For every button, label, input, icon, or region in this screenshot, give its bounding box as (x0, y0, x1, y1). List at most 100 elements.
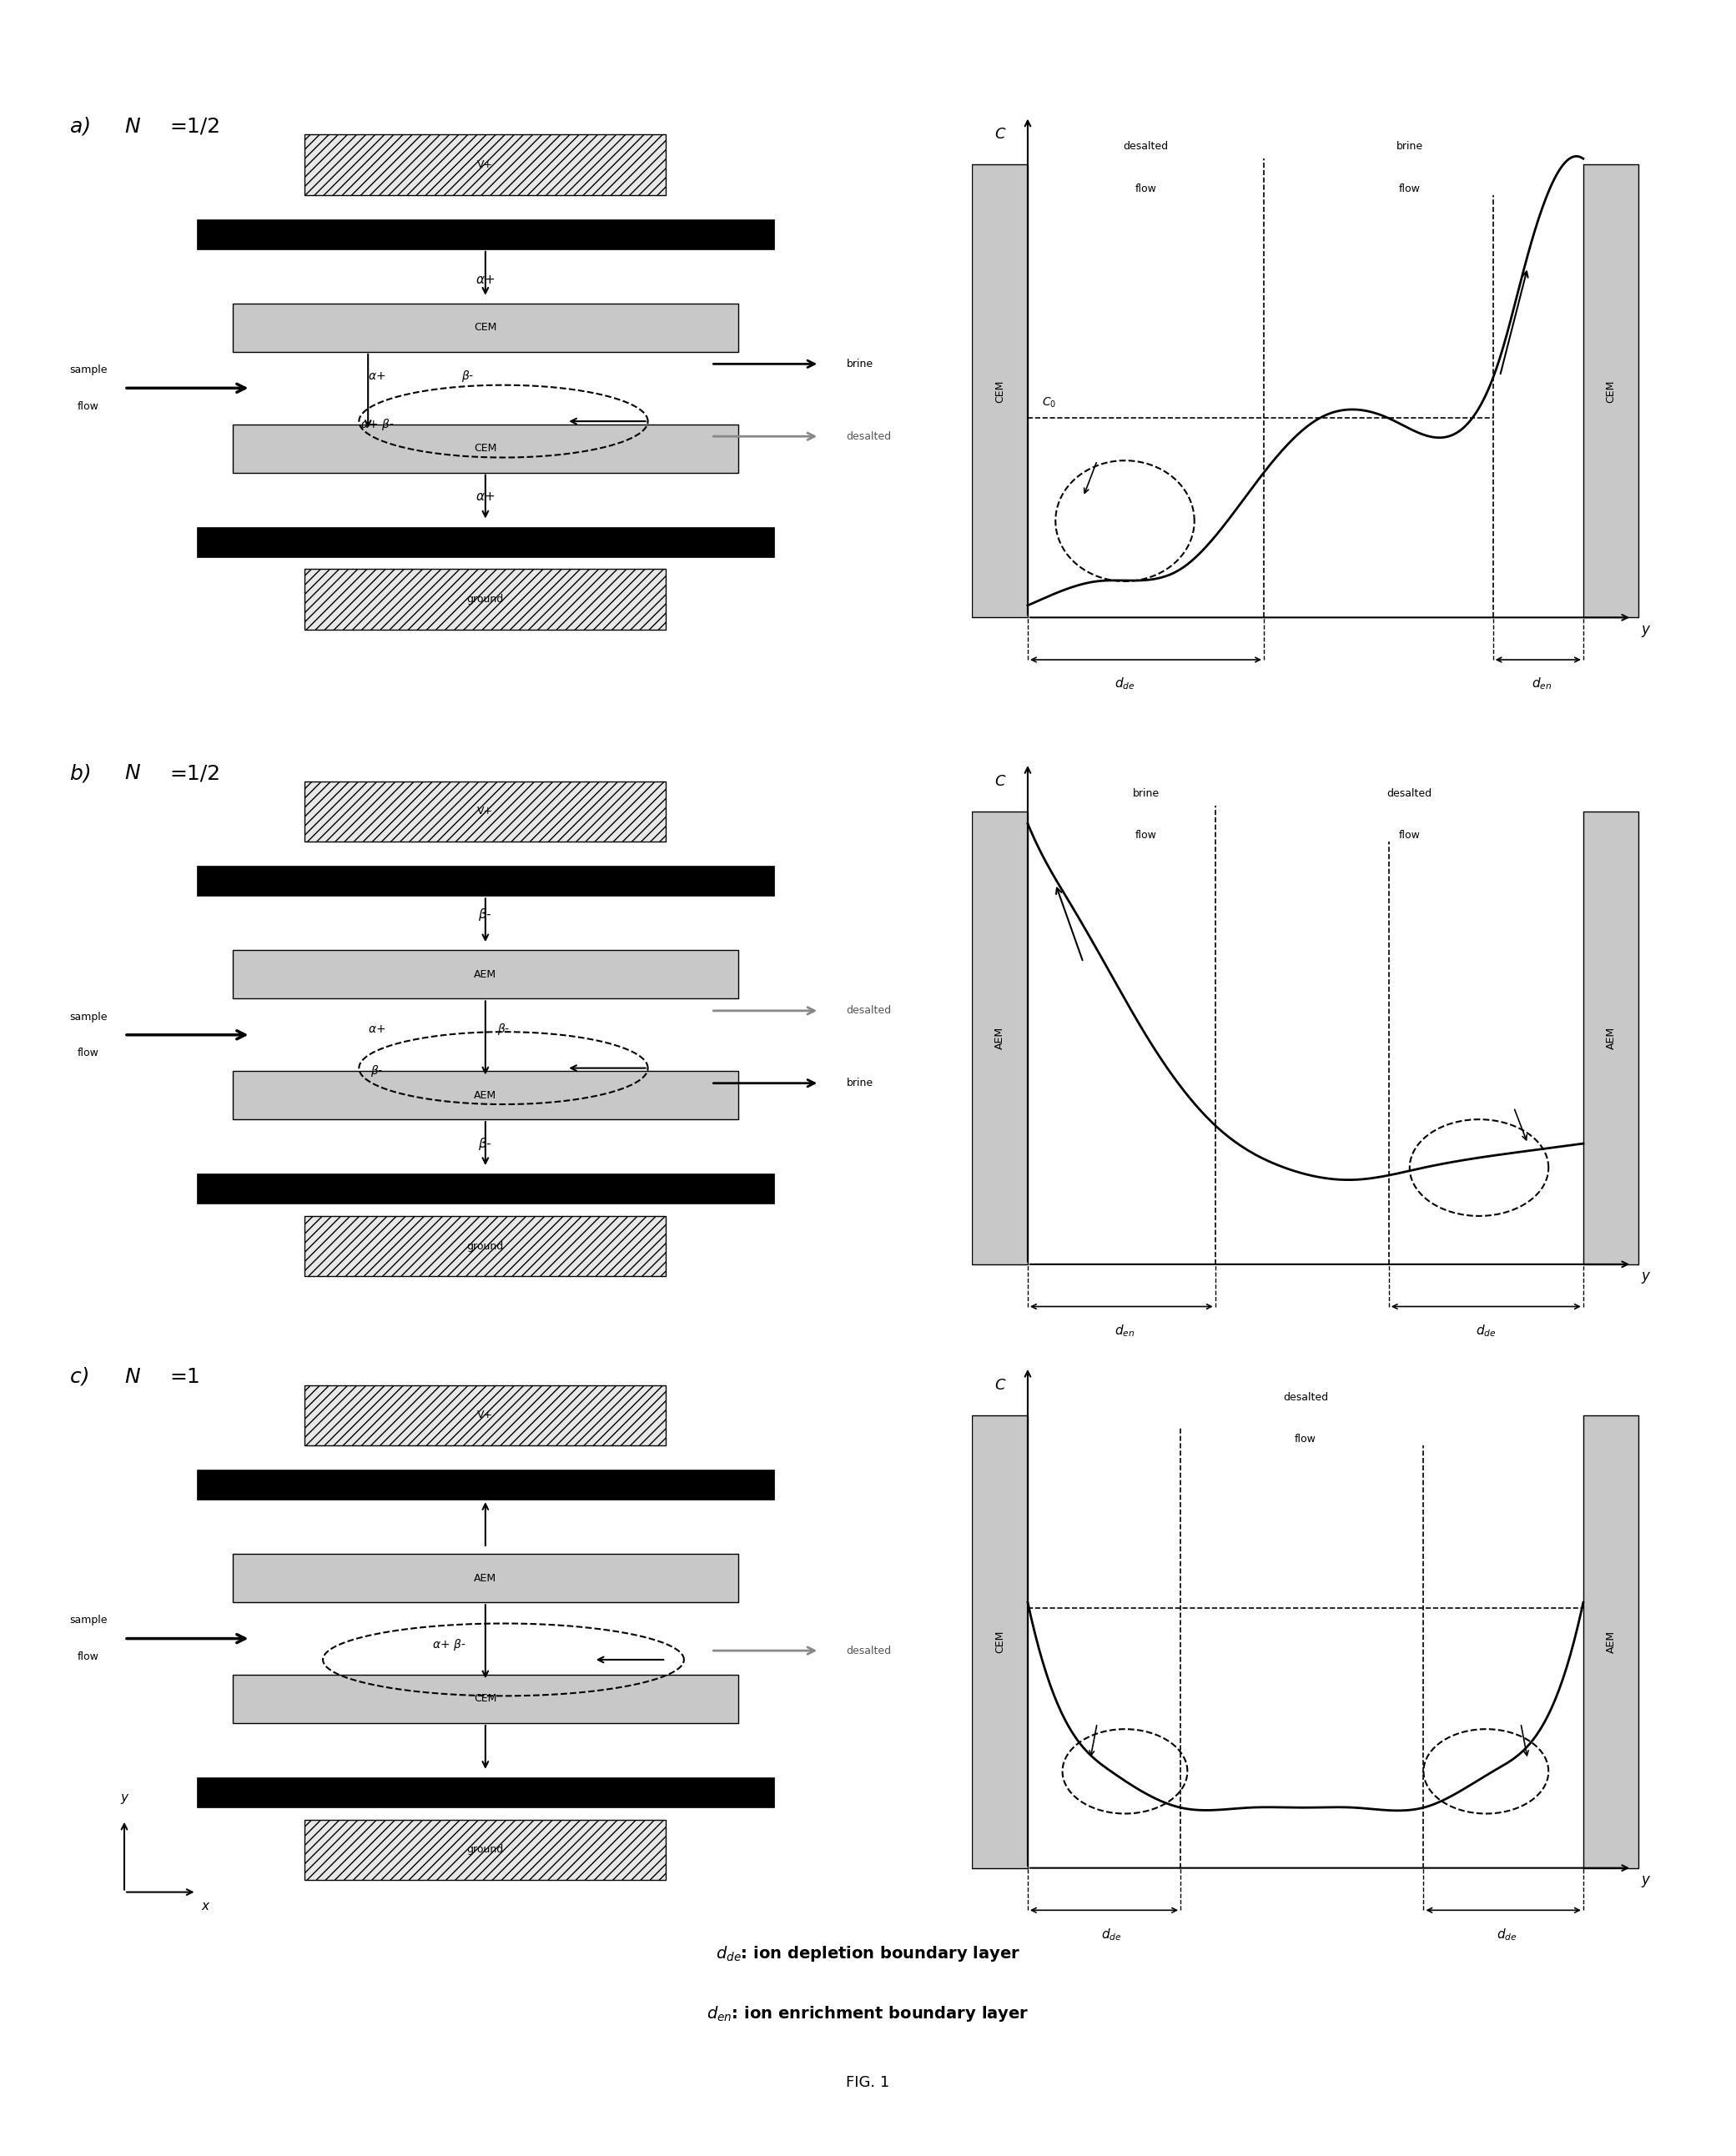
FancyBboxPatch shape (233, 425, 738, 472)
Text: N: N (125, 1367, 141, 1386)
Text: V+: V+ (477, 806, 493, 817)
Text: $\beta$-: $\beta$- (479, 906, 493, 923)
Text: $d_{de}$: $d_{de}$ (1101, 1927, 1121, 1943)
Text: ground: ground (467, 1240, 503, 1253)
Text: V+: V+ (477, 1410, 493, 1421)
Bar (196, 220, 774, 250)
FancyBboxPatch shape (233, 951, 738, 998)
Text: C: C (995, 1378, 1005, 1393)
Text: AEM: AEM (474, 1089, 496, 1102)
Bar (306, 1216, 667, 1276)
Bar (196, 1777, 774, 1807)
Text: flow: flow (78, 1048, 99, 1059)
Text: AEM: AEM (474, 968, 496, 981)
Text: $\beta$-: $\beta$- (479, 1136, 493, 1151)
Text: C: C (995, 774, 1005, 789)
Text: AEM: AEM (474, 1572, 496, 1585)
Bar (306, 569, 667, 630)
FancyBboxPatch shape (1583, 1414, 1639, 1867)
Text: c): c) (69, 1367, 97, 1386)
Text: ground: ground (467, 1843, 503, 1856)
Text: b): b) (69, 763, 99, 783)
Text: N: N (125, 116, 141, 136)
Text: x: x (201, 1899, 210, 1912)
Text: $\alpha$+ $\beta$-: $\alpha$+ $\beta$- (432, 1636, 465, 1651)
Bar (306, 1820, 667, 1880)
Bar (306, 1384, 667, 1445)
Text: $\beta$-: $\beta$- (462, 369, 474, 384)
Text: AEM: AEM (1606, 1026, 1616, 1050)
Text: $\alpha$+: $\alpha$+ (476, 489, 495, 502)
Text: desalted: desalted (847, 1005, 892, 1015)
Text: brine: brine (847, 1078, 873, 1089)
Text: sample: sample (69, 1011, 108, 1022)
Text: desalted: desalted (1387, 787, 1432, 800)
Text: flow: flow (1135, 830, 1156, 841)
Text: $\alpha$+: $\alpha$+ (368, 371, 385, 382)
FancyBboxPatch shape (233, 1072, 738, 1119)
FancyBboxPatch shape (1583, 811, 1639, 1263)
Text: flow: flow (1135, 183, 1156, 194)
FancyBboxPatch shape (972, 164, 1028, 617)
Text: CEM: CEM (995, 379, 1005, 403)
Text: desalted: desalted (1283, 1391, 1328, 1404)
Bar (196, 1470, 774, 1501)
Text: brine: brine (1132, 787, 1160, 800)
FancyBboxPatch shape (1583, 164, 1639, 617)
Text: =1/2: =1/2 (170, 116, 220, 136)
Text: sample: sample (69, 364, 108, 375)
Bar (196, 1173, 774, 1203)
Text: $\alpha$+ $\beta$-: $\alpha$+ $\beta$- (361, 416, 394, 431)
Text: $d_{de}$: $d_{de}$ (1115, 677, 1135, 692)
Text: =1/2: =1/2 (170, 763, 220, 783)
Text: AEM: AEM (1606, 1630, 1616, 1654)
Text: desalted: desalted (847, 431, 892, 442)
Text: y: y (1642, 1874, 1649, 1886)
Text: FIG. 1: FIG. 1 (845, 2076, 891, 2089)
Text: a): a) (69, 116, 97, 136)
Text: $\beta$-: $\beta$- (372, 1063, 384, 1078)
Text: ground: ground (467, 593, 503, 606)
Bar (306, 134, 667, 194)
Text: V+: V+ (477, 160, 493, 170)
Bar (196, 526, 774, 556)
Text: $C_0$: $C_0$ (1042, 397, 1055, 410)
Text: $\mathit{d_{en}}$: ion enrichment boundary layer: $\mathit{d_{en}}$: ion enrichment bounda… (707, 2005, 1029, 2022)
Text: CEM: CEM (995, 1630, 1005, 1654)
FancyBboxPatch shape (233, 304, 738, 351)
Text: flow: flow (78, 1651, 99, 1662)
Text: AEM: AEM (995, 1026, 1005, 1050)
Text: CEM: CEM (474, 1692, 496, 1705)
Text: =1: =1 (170, 1367, 200, 1386)
Text: N: N (125, 763, 141, 783)
Text: $d_{en}$: $d_{en}$ (1115, 1324, 1135, 1339)
Text: sample: sample (69, 1615, 108, 1626)
Text: CEM: CEM (474, 321, 496, 334)
Text: y: y (120, 1792, 128, 1805)
Text: C: C (995, 127, 1005, 142)
Bar (306, 780, 667, 841)
Text: CEM: CEM (474, 442, 496, 455)
Text: y: y (1642, 1270, 1649, 1283)
Bar (196, 867, 774, 897)
Text: y: y (1642, 623, 1649, 636)
Text: flow: flow (78, 401, 99, 412)
Text: desalted: desalted (847, 1645, 892, 1656)
Text: desalted: desalted (1123, 140, 1168, 153)
Text: $d_{en}$: $d_{en}$ (1531, 677, 1552, 692)
FancyBboxPatch shape (233, 1554, 738, 1602)
FancyBboxPatch shape (972, 1414, 1028, 1867)
Text: $\alpha$+: $\alpha$+ (368, 1022, 385, 1035)
Text: $\beta$-: $\beta$- (496, 1022, 510, 1037)
Text: $\alpha$+: $\alpha$+ (476, 274, 495, 287)
FancyBboxPatch shape (972, 811, 1028, 1263)
Text: $d_{de}$: $d_{de}$ (1496, 1927, 1517, 1943)
Text: brine: brine (847, 358, 873, 369)
Text: $\mathit{d_{de}}$: ion depletion boundary layer: $\mathit{d_{de}}$: ion depletion boundar… (715, 1945, 1021, 1962)
Text: brine: brine (1396, 140, 1424, 153)
Text: CEM: CEM (1606, 379, 1616, 403)
Text: flow: flow (1399, 183, 1420, 194)
Text: flow: flow (1399, 830, 1420, 841)
Text: flow: flow (1295, 1434, 1316, 1445)
Text: $d_{de}$: $d_{de}$ (1476, 1324, 1496, 1339)
